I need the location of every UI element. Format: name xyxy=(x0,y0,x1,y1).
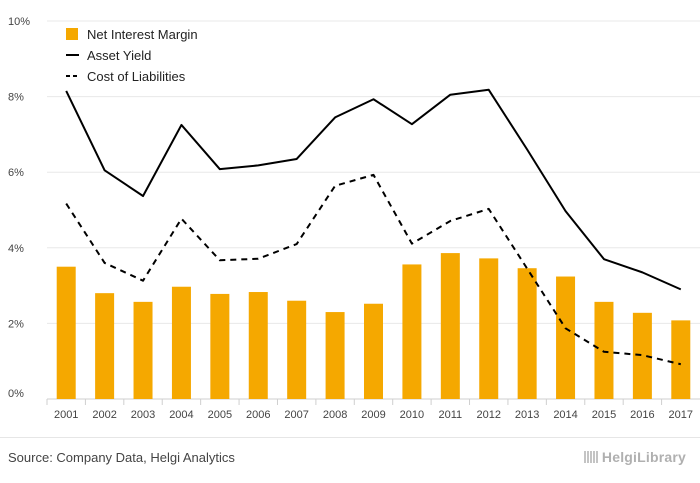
legend-label: Net Interest Margin xyxy=(87,27,198,42)
bar xyxy=(325,312,345,399)
bar xyxy=(479,258,499,399)
chart: 0% 2% 4% 6% 8% 10% 2001 2002 2003 2004 2005 2006 200… xyxy=(8,16,700,421)
bar xyxy=(556,276,576,399)
x-tick-label: 2013 xyxy=(515,409,539,421)
legend-label: Asset Yield xyxy=(87,48,151,63)
series-line xyxy=(65,88,682,291)
y-tick-label: 6% xyxy=(8,167,24,179)
bar xyxy=(287,300,307,399)
bar xyxy=(402,264,422,399)
x-tick-label: 2002 xyxy=(92,409,116,421)
series-line-dashed xyxy=(65,173,682,366)
footer-divider xyxy=(0,437,700,438)
y-tick-label: 2% xyxy=(8,318,24,330)
y-tick-label: 8% xyxy=(8,92,24,104)
x-tick-label: 2008 xyxy=(323,409,347,421)
y-tick-label: 0% xyxy=(8,388,24,400)
bar xyxy=(133,301,153,399)
x-tick-label: 2017 xyxy=(669,409,693,421)
x-tick-label: 2003 xyxy=(131,409,155,421)
bar xyxy=(671,320,691,399)
x-tick-label: 2014 xyxy=(553,409,577,421)
x-tick-label: 2012 xyxy=(476,409,500,421)
x-tick-label: 2005 xyxy=(208,409,232,421)
bar xyxy=(632,312,652,399)
x-tick-label: 2016 xyxy=(630,409,654,421)
bar xyxy=(248,292,268,399)
bar xyxy=(171,286,191,399)
legend-label: Cost of Liabilities xyxy=(87,69,186,84)
x-tick-label: 2010 xyxy=(400,409,424,421)
library-icon xyxy=(583,451,598,463)
bar xyxy=(95,293,115,399)
brand-name: HelgiLibrary xyxy=(601,449,686,465)
bar xyxy=(517,268,537,399)
x-tick-label: 2006 xyxy=(246,409,270,421)
bar xyxy=(364,303,383,399)
y-tick-label: 10% xyxy=(8,16,30,28)
bar xyxy=(440,253,460,399)
x-tick-label: 2004 xyxy=(169,409,193,421)
source-note: Source: Company Data, Helgi Analytics xyxy=(8,450,235,465)
x-tick-label: 2001 xyxy=(54,409,78,421)
x-tick-label: 2015 xyxy=(592,409,616,421)
bar xyxy=(56,266,76,399)
x-tick-label: 2009 xyxy=(361,409,385,421)
bar xyxy=(210,293,230,399)
y-tick-label: 4% xyxy=(8,243,24,255)
x-tick-label: 2011 xyxy=(438,409,462,421)
bar xyxy=(594,301,614,399)
brand-logo: HelgiLibrary xyxy=(583,449,686,465)
x-tick-label: 2007 xyxy=(284,409,308,421)
legend-swatch xyxy=(66,28,78,40)
